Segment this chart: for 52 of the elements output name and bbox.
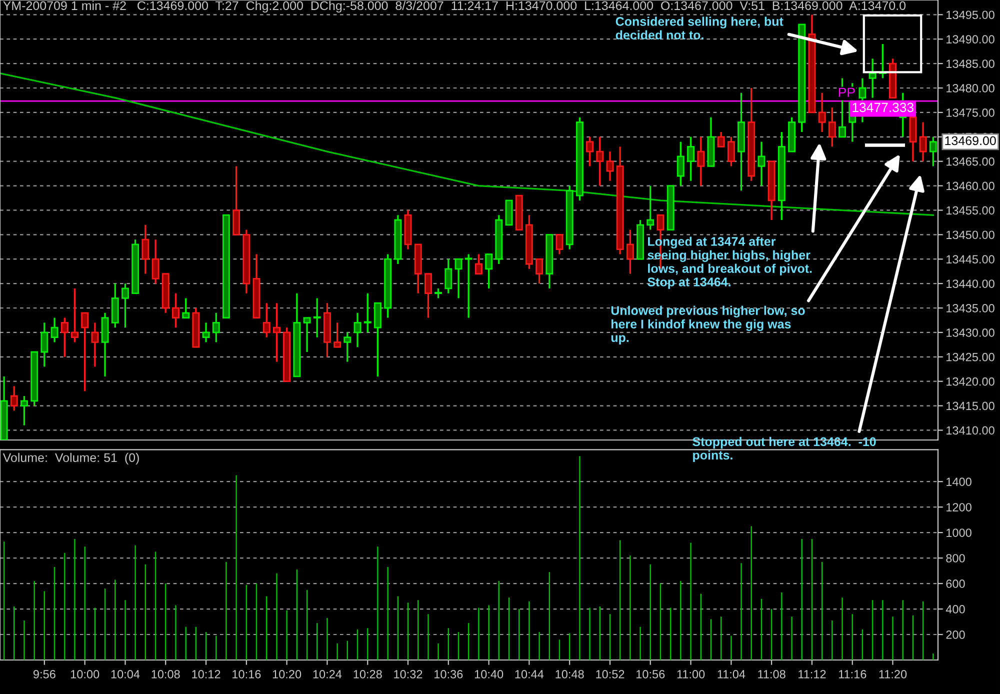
y-tick-label: 13455.00	[946, 206, 994, 215]
x-tick-label: 11:08	[758, 670, 786, 678]
y-tick-label: 13435.00	[946, 304, 994, 312]
y-tick-label: 13420.00	[946, 377, 994, 386]
x-tick-label: 10:56	[636, 670, 665, 678]
annotation: Considered selling here, but decided not to.	[616, 16, 784, 40]
y-tick-label: 13465.00	[946, 157, 994, 166]
annotation: Unlowed previous higher low, so here I kindof knew the gig was up.	[611, 306, 805, 344]
y-tick-label: 13495.00	[946, 10, 994, 20]
y-tick-label: 400	[946, 605, 965, 614]
x-tick-label: 10:36	[434, 670, 463, 678]
x-tick-label: 10:24	[313, 670, 342, 678]
x-tick-label: 11:12	[798, 670, 826, 678]
y-tick-label: 1000	[946, 528, 972, 537]
x-tick-label: 10:40	[474, 670, 504, 678]
x-tick-label: 10:44	[515, 670, 544, 678]
x-tick-label: 10:28	[354, 670, 382, 678]
x-tick-label: 11:16	[838, 670, 866, 678]
x-tick-label: 10:00	[70, 670, 100, 678]
y-tick-label: 13410.00	[946, 426, 994, 435]
x-tick-label: 10:08	[152, 670, 180, 678]
x-tick-label: 10:16	[232, 670, 261, 678]
y-tick-label: 13425.00	[946, 352, 994, 362]
y-tick-label: 13430.00	[946, 328, 994, 337]
x-tick-label: 11:00	[677, 670, 705, 678]
x-tick-label: 11:20	[879, 670, 907, 678]
annotation: Volume: Volume: 51 (0)	[2, 452, 139, 465]
chart-title: YM-200709 1 min - #2 C:13469.000 T:27 Chg:2.000 DChg:-58.000 8/3/2007 11:24:17 H:13470.000 L:13464.000 O:13467.000 V:51 B:13469.000 A:13470.0	[3, 0, 906, 13]
y-tick-label: 1200	[946, 503, 972, 512]
x-tick-label: 10:32	[394, 670, 422, 678]
x-tick-label: 9:56	[33, 670, 56, 678]
y-tick-label: 13490.00	[946, 35, 994, 44]
y-tick-label: 13460.00	[946, 182, 994, 190]
ref-line-label: PP 13477.333	[838, 88, 914, 112]
y-tick-label: 13485.00	[946, 60, 994, 68]
x-tick-label: 10:20	[272, 670, 302, 678]
annotation: 13469.00	[945, 136, 996, 146]
x-tick-label: 10:52	[596, 670, 624, 678]
y-tick-label: 13440.00	[946, 280, 994, 288]
y-tick-label: 13480.00	[946, 84, 994, 92]
y-tick-label: 200	[946, 630, 965, 639]
x-tick-label: 10:12	[192, 670, 220, 678]
x-tick-label: 10:04	[111, 670, 140, 678]
x-tick-label: 11:04	[718, 670, 746, 678]
y-tick-label: 1400	[946, 478, 972, 486]
y-tick-label: 13450.00	[946, 230, 994, 240]
y-tick-label: 600	[946, 580, 965, 588]
x-tick-label: 10:48	[556, 670, 584, 678]
y-tick-label: 800	[946, 554, 965, 562]
y-tick-label: 13415.00	[946, 402, 994, 410]
y-tick-label: 13475.00	[946, 108, 994, 117]
y-tick-label: 13445.00	[946, 255, 994, 264]
